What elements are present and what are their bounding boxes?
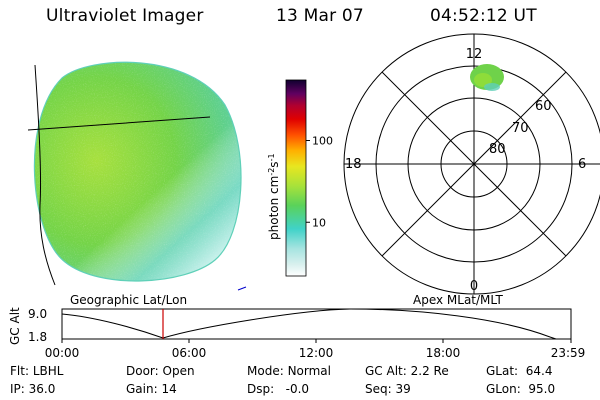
info-mode: Mode: Normal — [247, 364, 331, 378]
time-tick-1: 06:00 — [172, 346, 207, 360]
info-dsp: Dsp: -0.0 — [247, 382, 310, 396]
lat-label-80: 80 — [489, 142, 506, 157]
time-tick-3: 18:00 — [426, 346, 461, 360]
info-gc-alt: GC Alt: 2.2 Re — [365, 364, 449, 378]
info-seq: Seq: 39 — [365, 382, 411, 396]
apex-caption: Apex MLat/MLT — [413, 293, 503, 307]
header-date: 13 Mar 07 — [276, 6, 364, 26]
ytick-top: 9.0 — [28, 307, 47, 321]
time-tick-0: 00:00 — [45, 346, 80, 360]
lat-label-60: 60 — [535, 99, 552, 114]
geographic-caption: Geographic Lat/Lon — [70, 293, 187, 307]
colorbar: 100 10 photon cm-2s-1 — [267, 79, 333, 277]
header-time: 04:52:12 UT — [430, 6, 537, 26]
polar-plot — [343, 33, 600, 295]
time-tick-2: 12:00 — [299, 346, 334, 360]
colorbar-ticks: 100 10 — [306, 135, 333, 229]
mlt-label-12: 12 — [466, 47, 483, 62]
info-flt: Flt: LBHL — [10, 364, 64, 378]
colorbar-tick-label-1: 10 — [312, 216, 326, 229]
mlt-label-6: 6 — [578, 157, 586, 172]
info-door: Door: Open — [126, 364, 195, 378]
colorbar-tick-label-0: 100 — [312, 135, 333, 148]
auroral-oval-spot — [470, 64, 504, 91]
info-ip: IP: 36.0 — [10, 382, 56, 396]
mlt-label-18: 18 — [345, 157, 362, 172]
diagonal-line-2 — [381, 71, 567, 257]
header-title: Ultraviolet Imager — [46, 6, 204, 26]
earth-image — [33, 61, 242, 282]
colorbar-unit-label: photon cm-2s-1 — [267, 153, 281, 240]
lat-label-70: 70 — [512, 121, 529, 136]
orbit-plot-frame — [61, 308, 572, 340]
altitude-curve — [61, 308, 557, 340]
time-tick-4: 23:59 — [551, 346, 586, 360]
geographic-grid-lines — [27, 64, 211, 286]
ytick-bottom: 1.8 — [28, 330, 47, 344]
info-glon: GLon: 95.0 — [486, 382, 556, 396]
offscale-tick — [237, 286, 247, 291]
info-glat: GLat: 64.4 — [486, 364, 553, 378]
mlt-label-0: 0 — [470, 279, 478, 294]
info-gain: Gain: 14 — [126, 382, 177, 396]
orbit-ylabel: GC Alt — [8, 307, 22, 345]
orbit-panel: Geographic Lat/Lon Apex MLat/MLT GC Alt … — [8, 293, 585, 360]
